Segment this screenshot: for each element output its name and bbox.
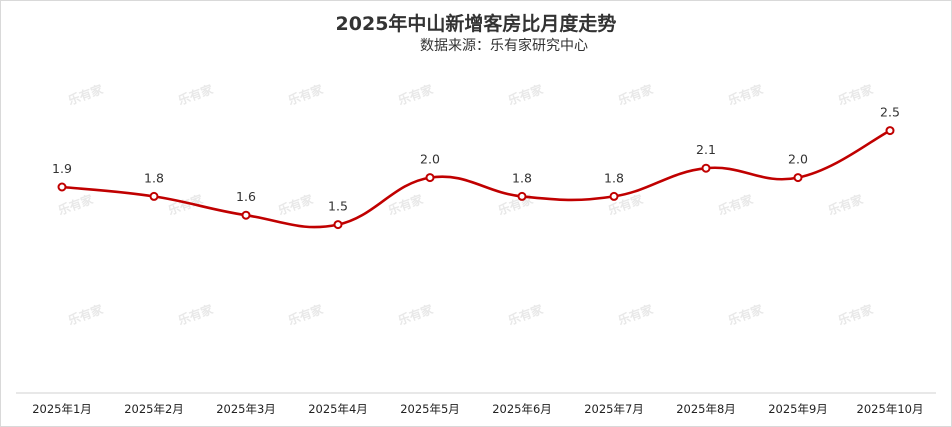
chart-subtitle: 数据来源：乐有家研究中心 (420, 38, 588, 54)
series-line (61, 129, 891, 229)
watermark-15: 乐有家 (826, 191, 866, 218)
data-label-1: 1.8 (144, 170, 164, 185)
data-point-2 (241, 210, 251, 220)
x-tick-label-4: 2025年5月 (400, 402, 460, 416)
data-label-5: 1.8 (512, 170, 532, 185)
watermark-10: 乐有家 (276, 191, 316, 218)
data-label-3: 1.5 (328, 199, 348, 214)
watermark-layer: 乐有家 乐有家 乐有家 乐有家 乐有家 乐有家 乐有家 乐有家乐有家 乐有家 乐有家 乐有家 乐有家乐… (56, 81, 876, 328)
watermark-17: 乐有家 (176, 301, 216, 328)
watermark-16: 乐有家 (66, 301, 106, 328)
data-label-4: 2.0 (420, 152, 440, 167)
data-label-9: 2.5 (880, 105, 900, 120)
watermark-3: 乐有家 (396, 81, 436, 108)
data-label-6: 1.8 (604, 170, 624, 185)
data-label-8: 2.0 (788, 152, 808, 167)
x-tick-label-6: 2025年7月 (584, 402, 644, 416)
watermark-22: 乐有家 (726, 301, 766, 328)
watermark-8: 乐有家 (56, 191, 96, 218)
data-label-2: 1.6 (236, 189, 256, 204)
x-tick-label-3: 2025年4月 (308, 402, 368, 416)
x-tick-label-9: 2025年10月 (857, 402, 924, 416)
data-point-8 (793, 173, 803, 183)
watermark-2: 乐有家 (286, 81, 326, 108)
watermark-6: 乐有家 (726, 81, 766, 108)
x-tick-label-8: 2025年9月 (768, 402, 828, 416)
data-point-0 (57, 182, 67, 192)
data-label-0: 1.9 (52, 161, 72, 176)
watermark-1: 乐有家 (176, 81, 216, 108)
watermark-23: 乐有家 (836, 301, 876, 328)
chart-title: 2025年中山新增客房比月度走势 (335, 13, 617, 35)
x-tick-label-7: 2025年8月 (676, 402, 736, 416)
watermark-0: 乐有家 (66, 81, 106, 108)
watermark-5: 乐有家 (616, 81, 656, 108)
data-point-5 (517, 191, 527, 201)
x-tick-label-5: 2025年6月 (492, 402, 552, 416)
data-point-3 (333, 220, 343, 230)
data-label-7: 2.1 (696, 142, 716, 157)
data-point-1 (149, 191, 159, 201)
watermark-20: 乐有家 (506, 301, 546, 328)
watermark-21: 乐有家 (616, 301, 656, 328)
x-tick-label-1: 2025年2月 (124, 402, 184, 416)
data-point-7 (701, 163, 711, 173)
data-point-9 (885, 126, 895, 136)
x-tick-label-0: 2025年1月 (32, 402, 92, 416)
data-point-6 (609, 191, 619, 201)
watermark-14: 乐有家 (716, 191, 756, 218)
watermark-18: 乐有家 (286, 301, 326, 328)
watermark-4: 乐有家 (506, 81, 546, 108)
watermark-7: 乐有家 (836, 81, 876, 108)
data-point-4 (425, 173, 435, 183)
x-tick-label-2: 2025年3月 (216, 402, 276, 416)
watermark-19: 乐有家 (396, 301, 436, 328)
